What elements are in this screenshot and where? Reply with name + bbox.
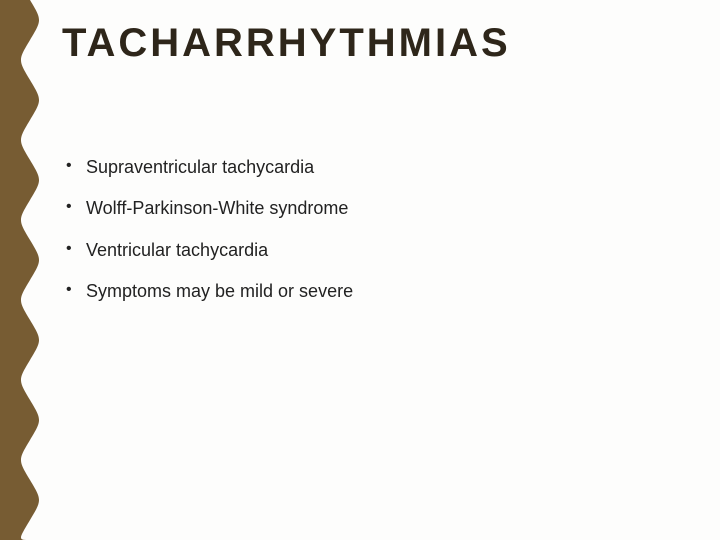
wave-path <box>0 0 39 540</box>
decorative-wave-border <box>0 0 48 540</box>
bullet-list: Supraventricular tachycardia Wolff-Parki… <box>62 156 700 304</box>
list-item: Supraventricular tachycardia <box>62 156 700 179</box>
slide-content: TACHARRHYTHMIAS Supraventricular tachyca… <box>62 22 700 322</box>
slide-title: TACHARRHYTHMIAS <box>62 22 700 64</box>
list-item: Symptoms may be mild or severe <box>62 280 700 303</box>
list-item: Wolff-Parkinson-White syndrome <box>62 197 700 220</box>
list-item: Ventricular tachycardia <box>62 239 700 262</box>
